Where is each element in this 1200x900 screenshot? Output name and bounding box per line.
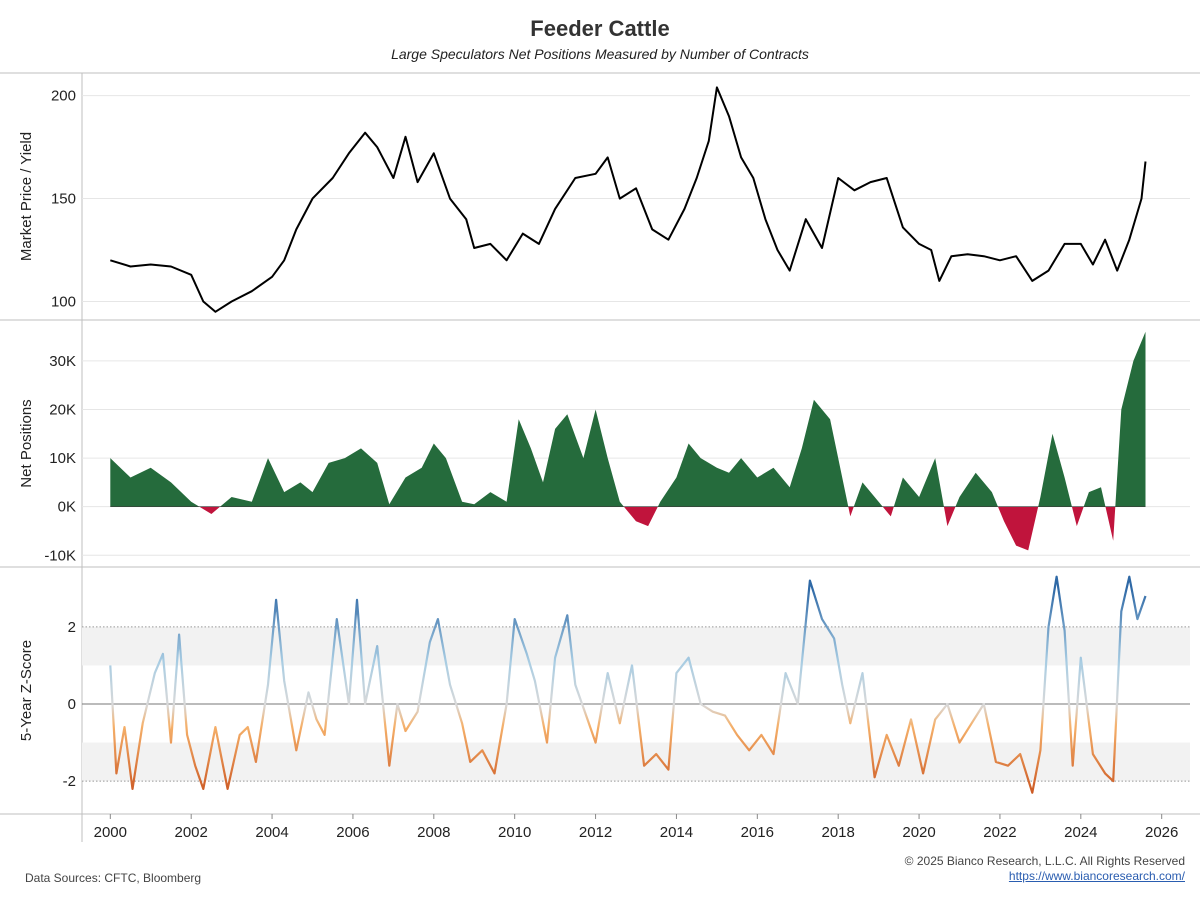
x-tick-label: 2020 bbox=[902, 824, 935, 841]
y-tick-label: 20K bbox=[49, 401, 76, 418]
y-tick-label: 0K bbox=[58, 499, 76, 516]
x-tick-label: 2002 bbox=[174, 824, 207, 841]
x-tick-label: 2000 bbox=[94, 824, 127, 841]
x-tick-label: 2018 bbox=[822, 824, 855, 841]
shaded-band-2 bbox=[82, 742, 1190, 782]
chart-title: Feeder Cattle bbox=[530, 16, 670, 41]
z-score-line bbox=[109, 575, 1147, 794]
panel-3: -2 0 2 5-Year Z-Score bbox=[18, 575, 1190, 794]
y-tick-label: 10K bbox=[49, 450, 76, 467]
y-tick-label: 200 bbox=[51, 88, 76, 105]
chart-subtitle: Large Speculators Net Positions Measured… bbox=[391, 46, 809, 62]
x-tick-label: 2022 bbox=[983, 824, 1016, 841]
y-tick-label: -2 bbox=[63, 773, 76, 790]
x-tick-label: 2008 bbox=[417, 824, 450, 841]
net-short-area bbox=[110, 506, 1146, 551]
x-tick-label: 2026 bbox=[1145, 824, 1178, 841]
x-tick-label: 2024 bbox=[1064, 824, 1097, 841]
x-tick-label: 2010 bbox=[498, 824, 531, 841]
y-axis-title: Net Positions bbox=[18, 399, 35, 487]
net-long-area bbox=[110, 331, 1146, 507]
y-tick-label: 150 bbox=[51, 191, 76, 208]
x-tick-label: 2006 bbox=[336, 824, 369, 841]
y-tick-label: 0 bbox=[68, 696, 76, 713]
panel-1: 100 150 200 Market Price / Yield bbox=[18, 86, 1190, 313]
y-axis-title: 5-Year Z-Score bbox=[18, 640, 35, 741]
y-axis-title: Market Price / Yield bbox=[18, 132, 35, 261]
website-link[interactable]: https://www.biancoresearch.com/ bbox=[1008, 869, 1185, 883]
x-axis: 2000 2002 2004 2006 2008 2010 2012 2014 2016 2018… bbox=[94, 814, 1178, 841]
data-sources-note: Data Sources: CFTC, Bloomberg bbox=[25, 871, 202, 885]
panel-2: -10K 0K 10K 20K 30K Net Positions bbox=[18, 331, 1190, 564]
copyright-note: © 2025 Bianco Research, L.L.C. All Right… bbox=[904, 854, 1185, 868]
y-tick-label: 2 bbox=[68, 619, 76, 636]
x-tick-label: 2004 bbox=[255, 824, 288, 841]
shaded-band-1 bbox=[82, 626, 1190, 666]
y-tick-label: -10K bbox=[44, 547, 76, 564]
price-line bbox=[110, 86, 1147, 313]
x-tick-label: 2012 bbox=[579, 824, 612, 841]
x-tick-label: 2014 bbox=[660, 824, 693, 841]
y-tick-label: 30K bbox=[49, 353, 76, 370]
y-tick-label: 100 bbox=[51, 294, 76, 311]
x-tick-label: 2016 bbox=[741, 824, 774, 841]
